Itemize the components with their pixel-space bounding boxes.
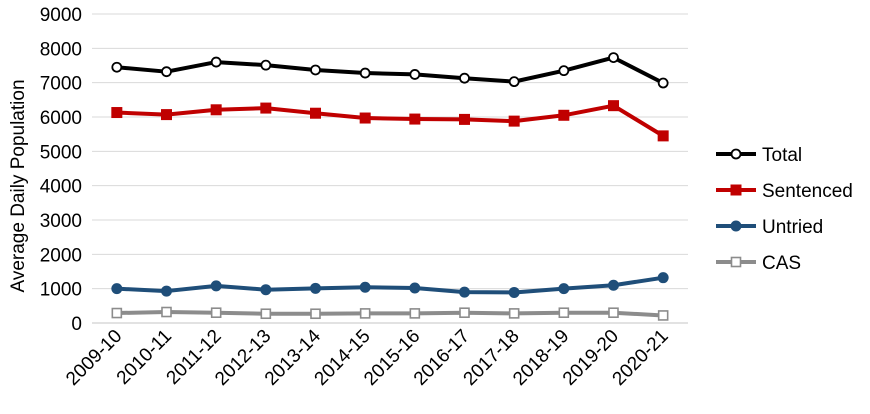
- data-point-total: [210, 56, 222, 68]
- data-point-untried: [260, 284, 272, 296]
- y-tick-label: 0: [71, 314, 82, 335]
- data-point-cas: [210, 307, 222, 319]
- legend-swatch-marker: [730, 256, 742, 268]
- series-line-total: [116, 55, 665, 85]
- data-point-sentenced: [657, 130, 669, 142]
- data-point-total: [310, 64, 321, 76]
- legend-item-untried: Untried: [716, 217, 823, 238]
- data-point-sentenced: [409, 113, 421, 125]
- y-tick-label: 6000: [40, 108, 82, 129]
- legend-label: Total: [762, 145, 802, 166]
- legend-item-total: Total: [716, 145, 802, 166]
- data-point-total: [459, 72, 470, 84]
- data-point-sentenced: [260, 102, 272, 114]
- x-tick-label: 2009-10: [62, 326, 126, 390]
- legend-swatch-marker: [730, 184, 742, 196]
- data-point-untried: [161, 285, 172, 297]
- data-point-total: [260, 59, 272, 71]
- legend-swatch-marker: [730, 220, 742, 232]
- data-point-total: [657, 77, 669, 89]
- data-point-untried: [558, 283, 570, 295]
- legend-item-cas: CAS: [716, 253, 801, 274]
- data-point-sentenced: [161, 109, 172, 121]
- legend-label: Untried: [762, 217, 823, 238]
- y-tick-label: 2000: [40, 245, 82, 266]
- x-tick-label: 2020-21: [609, 326, 673, 390]
- y-tick-label: 5000: [40, 142, 82, 163]
- data-point-sentenced: [459, 113, 470, 125]
- y-tick-label: 3000: [40, 211, 82, 232]
- data-point-untried: [111, 283, 123, 295]
- data-point-cas: [459, 307, 470, 319]
- data-point-total: [558, 65, 570, 77]
- data-point-cas: [558, 307, 570, 319]
- data-point-total: [359, 67, 371, 79]
- data-point-total: [409, 69, 421, 80]
- y-tick-label: 9000: [40, 5, 82, 26]
- data-point-total: [111, 61, 123, 73]
- data-point-sentenced: [608, 100, 619, 112]
- data-point-cas: [161, 306, 172, 318]
- y-tick-label: 8000: [40, 39, 82, 60]
- data-point-untried: [210, 280, 222, 292]
- legend-label: Sentenced: [762, 181, 853, 202]
- data-point-sentenced: [111, 107, 123, 119]
- data-point-sentenced: [508, 115, 520, 127]
- data-point-untried: [459, 286, 470, 298]
- data-point-sentenced: [558, 109, 570, 121]
- series-line-cas: [116, 310, 664, 318]
- data-point-cas: [508, 308, 520, 319]
- data-point-untried: [608, 279, 619, 291]
- y-axis-ticks: 0 1000 2000 3000 4000 5000 6000 7000 8000 9000: [40, 5, 82, 335]
- x-axis-ticks: 2009-102010-112011-122012-132013-142014-…: [62, 325, 672, 389]
- legend-item-sentenced: Sentenced: [716, 181, 853, 202]
- legend-label: CAS: [762, 253, 801, 274]
- series-line-sentenced: [116, 103, 665, 138]
- data-point-cas: [359, 308, 371, 319]
- y-tick-label: 7000: [40, 74, 82, 95]
- data-point-sentenced: [210, 104, 222, 116]
- data-point-untried: [359, 281, 371, 293]
- data-point-cas: [409, 308, 421, 319]
- legend: Total Sentenced Untried CAS: [716, 145, 853, 274]
- data-point-untried: [657, 272, 669, 284]
- series-untried: [111, 272, 669, 298]
- series-cas: [111, 306, 669, 321]
- data-point-sentenced: [359, 112, 371, 124]
- series-line-untried: [116, 275, 664, 295]
- y-axis-label: Average Daily Population: [8, 79, 29, 292]
- legend-swatch-marker: [730, 148, 742, 160]
- data-point-untried: [310, 282, 321, 294]
- gridlines: [92, 13, 688, 290]
- data-point-total: [508, 76, 520, 88]
- y-tick-label: 1000: [40, 280, 82, 301]
- data-point-total: [608, 52, 619, 64]
- series-layer: [111, 52, 669, 321]
- data-point-cas: [260, 308, 272, 320]
- data-point-total: [161, 66, 172, 78]
- data-point-untried: [409, 282, 421, 294]
- series-total: [111, 52, 669, 89]
- data-point-cas: [608, 307, 619, 319]
- series-sentenced: [111, 100, 669, 142]
- data-point-cas: [657, 310, 669, 321]
- data-point-sentenced: [310, 107, 321, 119]
- y-tick-label: 4000: [40, 177, 82, 198]
- data-point-cas: [111, 307, 123, 319]
- data-point-untried: [508, 286, 520, 298]
- data-point-cas: [310, 308, 321, 320]
